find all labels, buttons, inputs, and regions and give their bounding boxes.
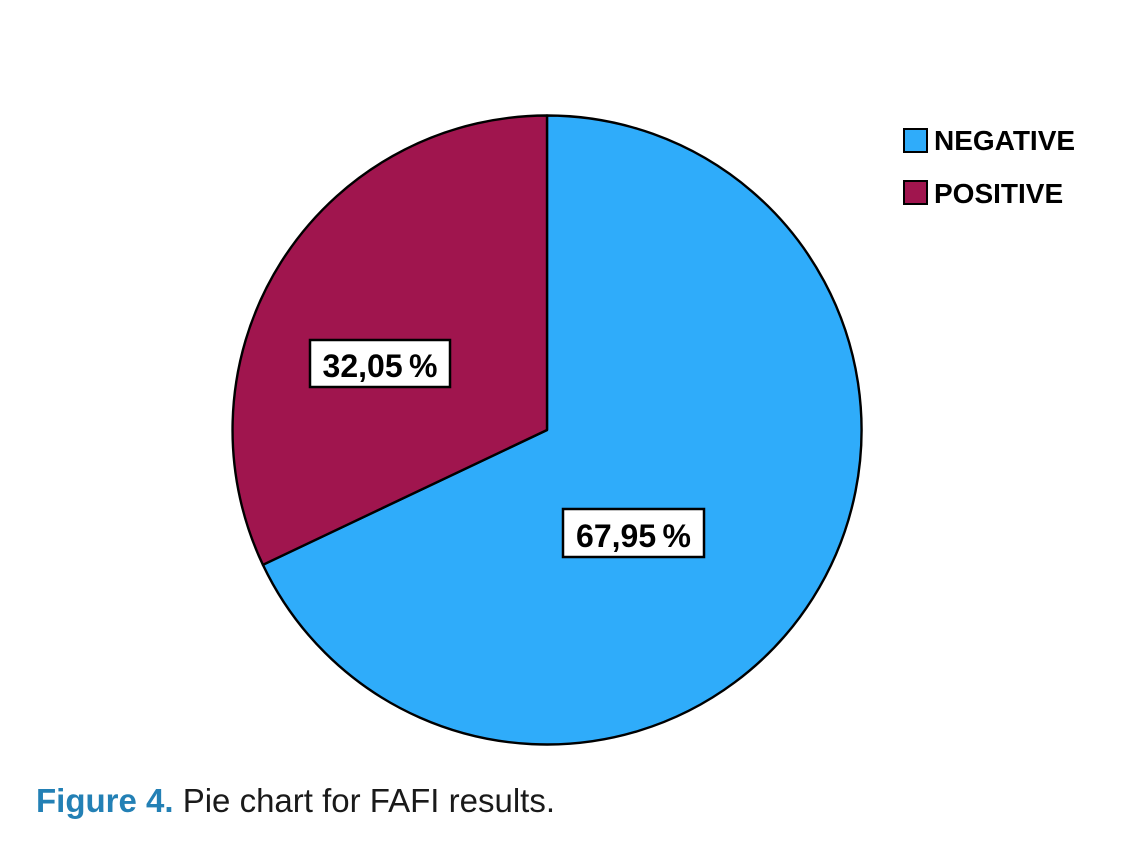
svg-text:67,95 %: 67,95 % bbox=[576, 518, 691, 554]
svg-text:32,05 %: 32,05 % bbox=[323, 348, 438, 384]
svg-text:NEGATIVE: NEGATIVE bbox=[934, 125, 1075, 156]
svg-text:POSITIVE: POSITIVE bbox=[934, 178, 1063, 209]
